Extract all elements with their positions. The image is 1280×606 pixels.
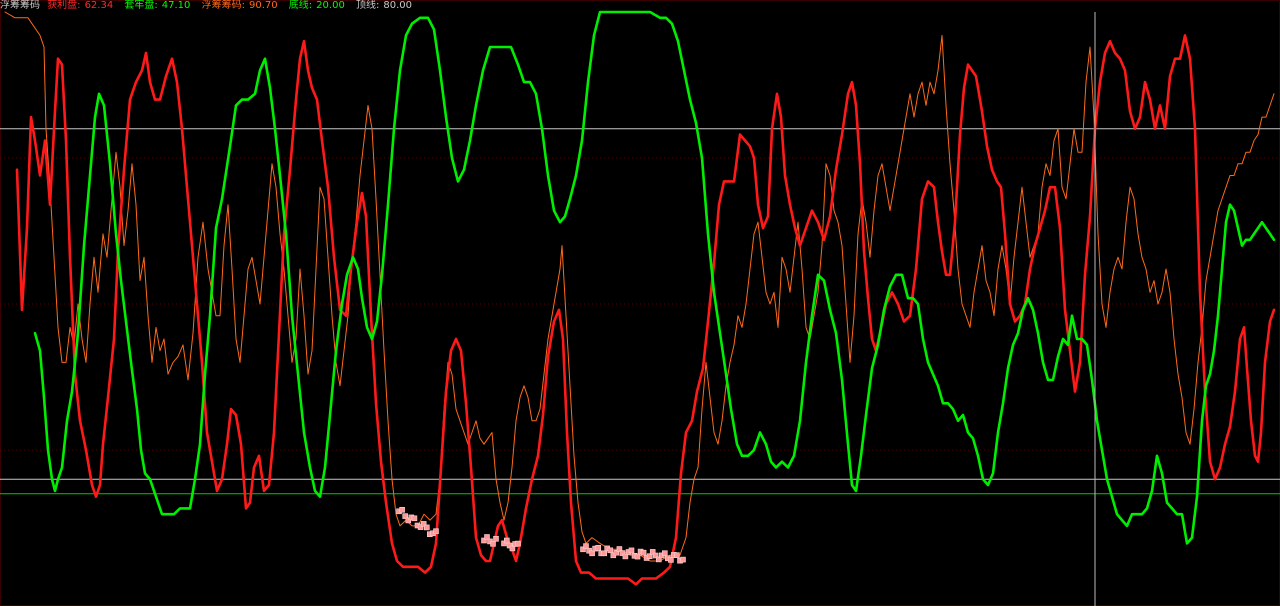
marker-0-9 [423,524,430,531]
legend-profit-label: 获利盘: [47,0,81,11]
marker-bands [396,506,686,564]
legend-trapped-label: 套牢盘: [124,0,158,11]
marker-3-27 [661,550,668,557]
legend-float: 浮筹筹码: 90.70 [202,0,285,11]
legend-top-line: 顶线: 80.00 [356,0,416,11]
legend-profit: 获利盘: 62.34 [47,0,120,11]
marker-3-22 [646,553,653,560]
legend-float-value: 90.70 [248,0,278,11]
legend-top-line-label: 顶线: [356,0,380,11]
legend-trapped: 套牢盘: 47.10 [124,0,197,11]
marker-3-12 [616,546,623,552]
marker-0-1 [399,506,405,513]
marker-1-0 [481,537,487,544]
marker-3-31 [674,552,680,559]
series-line-float [4,11,1275,562]
marker-3-29 [668,557,674,563]
marker-3-3 [589,550,595,557]
marker-3-1 [583,543,589,549]
marker-3-23 [649,549,656,555]
marker-2-5 [515,540,521,547]
marker-3-16 [628,547,635,554]
indicator-title: 浮筹筹码 [0,0,40,11]
legend-profit-value: 62.34 [84,0,114,11]
marker-3-11 [613,549,620,556]
legend-bottom-line-label: 底线: [288,0,313,11]
marker-3-13 [619,550,626,556]
legend-bottom-line-value: 20.00 [316,0,345,11]
marker-2-1 [503,537,510,544]
marker-3-9 [607,547,614,554]
legend-float-label: 浮筹筹码: [201,0,245,11]
grid-lines [0,157,1280,451]
marker-3-7 [601,550,608,557]
marker-3-18 [634,553,641,560]
reference-lines [0,128,1280,495]
series-line-profit [15,34,1276,586]
series-line-trapped [33,10,1276,545]
marker-0-7 [417,524,424,530]
marker-0-8 [420,521,427,527]
marker-3-0 [580,546,586,553]
marker-3-14 [622,553,629,560]
marker-0-3 [405,517,412,524]
marker-3-33 [680,556,686,563]
indicator-header: 浮筹筹码 获利盘: 62.34 套牢盘: 47.10 浮筹筹码: 90.70 底线: 2… [0,0,420,14]
marker-2-2 [506,542,513,549]
marker-0-5 [411,515,418,522]
legend-bottom-line: 底线: 20.00 [289,0,352,11]
legend-trapped-value: 47.10 [161,0,191,11]
legend-top-line-value: 80.00 [383,0,413,11]
marker-1-1 [484,534,490,540]
marker-1-4 [493,535,499,542]
marker-0-12 [433,528,439,535]
marker-3-20 [640,549,647,556]
marker-0-2 [402,513,409,519]
marker-3-24 [652,552,659,559]
marker-3-5 [595,544,602,551]
marker-1-3 [490,540,496,547]
series-lines [4,10,1276,586]
marker-3-25 [655,556,662,563]
